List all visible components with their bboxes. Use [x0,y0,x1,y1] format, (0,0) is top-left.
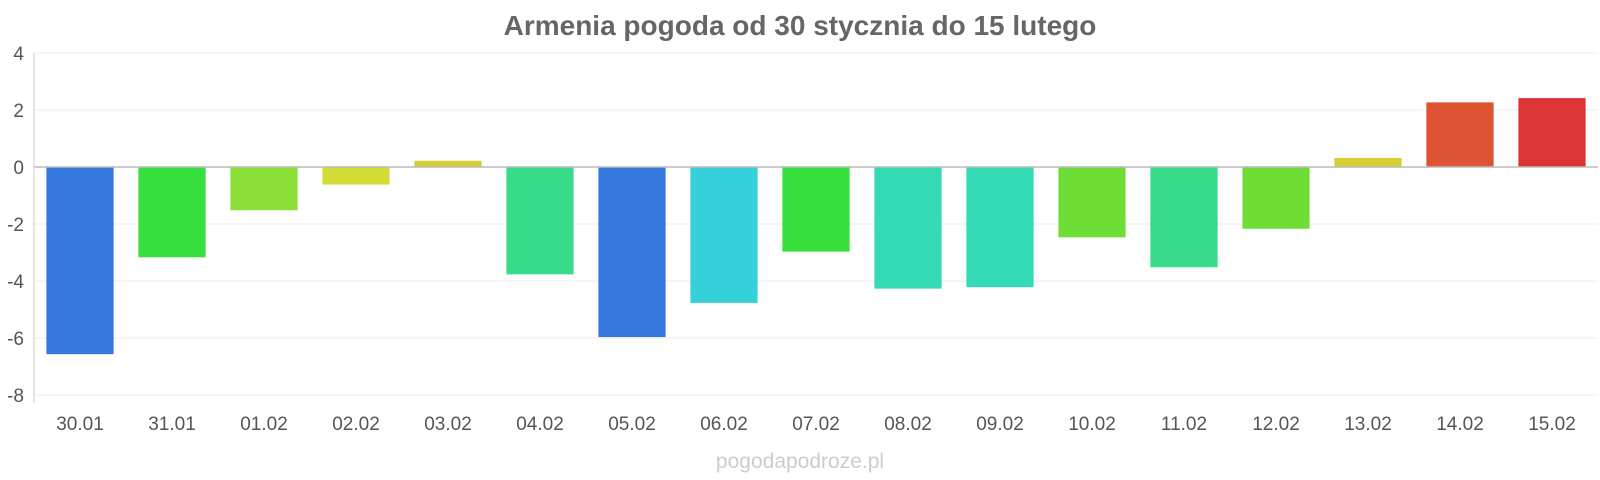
x-tick-label: 03.02 [424,414,472,435]
bar-10.02 [1058,166,1126,238]
x-tick-label: 09.02 [976,414,1024,435]
x-tick-label: 08.02 [884,414,932,435]
bar-15.02 [1518,98,1586,168]
bar-01.02 [230,166,298,211]
bar-07.02 [782,166,850,252]
x-tick-label: 30.01 [56,414,104,435]
y-tick-label: 2 [13,101,24,122]
y-tick-label: 4 [13,44,24,65]
x-tick-label: 01.02 [240,414,288,435]
y-tick-label: -8 [7,386,24,407]
x-tick-label: 11.02 [1161,414,1207,435]
bar-30.01 [46,166,114,355]
bar-31.01 [138,166,206,258]
x-tick-label: 07.02 [792,414,840,435]
chart-title: Armenia pogoda od 30 stycznia do 15 lute… [503,10,1097,41]
x-tick-label: 10.02 [1068,414,1116,435]
x-tick-label: 31.01 [148,414,196,435]
y-tick-label: -6 [7,329,24,350]
bar-09.02 [966,166,1034,288]
x-tick-label: 12.02 [1252,414,1300,435]
bar-08.02 [874,166,942,289]
bar-04.02 [506,166,574,275]
bar-02.02 [322,166,390,185]
x-tick-label: 13.02 [1344,414,1392,435]
y-tick-label: 0 [13,158,24,179]
bar-03.02 [414,160,482,168]
y-tick-label: -2 [7,215,24,236]
x-tick-label: 02.02 [332,414,380,435]
x-tick-label: 04.02 [516,414,564,435]
x-tick-label: 06.02 [700,414,748,435]
bar-13.02 [1334,157,1402,168]
bar-14.02 [1426,102,1494,168]
y-tick-label: -4 [7,272,24,293]
bar-11.02 [1150,166,1218,268]
bar-05.02 [598,166,666,338]
x-tick-label: 15.02 [1528,414,1576,435]
x-tick-label: 05.02 [608,414,656,435]
x-tick-label: 14.02 [1436,414,1484,435]
bar-06.02 [690,166,758,303]
bar-12.02 [1242,166,1310,229]
watermark: pogodapodroze.pl [715,450,885,473]
